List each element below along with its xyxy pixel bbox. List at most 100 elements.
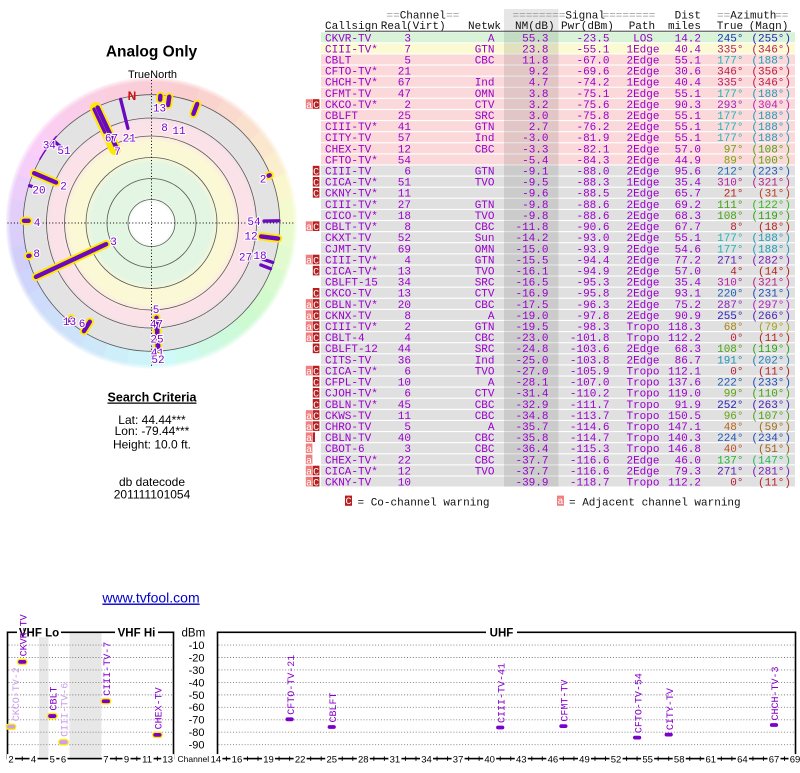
svg-text:6: 6 [79, 319, 86, 331]
svg-text:-40: -40 [189, 677, 205, 689]
svg-text:14: 14 [211, 754, 222, 765]
svg-text:a: a [306, 423, 312, 434]
svg-text:C: C [313, 301, 319, 312]
svg-text:3: 3 [110, 237, 117, 249]
svg-text:12: 12 [244, 231, 257, 243]
svg-text:C: C [345, 497, 351, 508]
svg-text:a: a [557, 497, 563, 508]
svg-text:55: 55 [642, 754, 653, 765]
svg-text:C: C [313, 390, 319, 401]
svg-text:Tropo: Tropo [626, 478, 659, 490]
svg-text:67: 67 [105, 134, 118, 146]
svg-text:2: 2 [260, 175, 267, 187]
svg-text:CKCO-TV-2: CKCO-TV-2 [12, 667, 23, 721]
svg-text:69: 69 [790, 754, 800, 765]
svg-text:7: 7 [103, 754, 108, 765]
svg-text:C: C [313, 101, 319, 112]
svg-text:C: C [313, 290, 319, 301]
svg-text:CBC: CBC [475, 55, 495, 67]
svg-text:CBC: CBC [475, 144, 495, 156]
svg-text:C: C [313, 401, 319, 412]
svg-text:CFTO-TV-54: CFTO-TV-54 [634, 673, 645, 733]
svg-text:52: 52 [151, 355, 164, 367]
svg-text:6: 6 [61, 754, 66, 765]
svg-text:10: 10 [398, 478, 411, 490]
svg-text:22: 22 [295, 754, 306, 765]
svg-text:CKVR-TV: CKVR-TV [19, 614, 30, 656]
svg-text:C: C [313, 323, 319, 334]
svg-text:CITY-TV: CITY-TV [666, 688, 677, 730]
svg-text:C: C [313, 334, 319, 345]
svg-text:= Co-channel warning: = Co-channel warning [358, 497, 490, 509]
svg-text:N: N [128, 89, 137, 103]
svg-text:-80: -80 [189, 727, 205, 739]
svg-text:= Adjacent channel warning: = Adjacent channel warning [569, 497, 741, 509]
svg-text:34: 34 [421, 754, 432, 765]
svg-text:4: 4 [34, 218, 41, 230]
svg-text:25: 25 [326, 754, 337, 765]
svg-text:UHF: UHF [490, 628, 514, 640]
svg-text:8: 8 [33, 249, 40, 261]
svg-text:-70: -70 [189, 715, 205, 727]
svg-text:C: C [313, 223, 319, 234]
svg-text:a: a [306, 456, 312, 467]
svg-text:a: a [306, 101, 312, 112]
svg-text:CKNY-TV: CKNY-TV [325, 478, 372, 490]
svg-text:Search Criteria: Search Criteria [108, 391, 198, 405]
svg-text:VHF Hi: VHF Hi [118, 628, 156, 640]
svg-text:11: 11 [142, 754, 152, 765]
svg-text:34: 34 [43, 140, 57, 152]
svg-text:-50: -50 [189, 690, 205, 702]
svg-text:-60: -60 [189, 702, 205, 714]
svg-text:a: a [306, 256, 312, 267]
svg-text:CBLFT: CBLFT [329, 692, 340, 722]
svg-text:2: 2 [8, 754, 13, 765]
svg-text:67: 67 [769, 754, 780, 765]
svg-text:58: 58 [674, 754, 685, 765]
svg-text:0°: 0° [730, 478, 743, 490]
svg-text:a: a [306, 445, 312, 456]
svg-text:-90: -90 [189, 740, 205, 752]
svg-text:C: C [313, 312, 319, 323]
svg-text:C: C [313, 168, 319, 179]
svg-text:Channel: Channel [178, 754, 210, 764]
svg-text:31: 31 [390, 754, 401, 765]
svg-text:25: 25 [150, 335, 163, 347]
svg-text:51: 51 [57, 146, 71, 158]
svg-text:-30: -30 [189, 665, 205, 677]
svg-text:C: C [313, 190, 319, 201]
svg-text:37: 37 [453, 754, 464, 765]
svg-text:C: C [313, 467, 319, 478]
svg-text:CFTO-TV-21: CFTO-TV-21 [287, 655, 298, 715]
svg-text:21: 21 [123, 134, 137, 146]
svg-text:-39.9: -39.9 [515, 478, 548, 490]
svg-text:CIII-TV-41: CIII-TV-41 [497, 663, 508, 723]
svg-text:52: 52 [611, 754, 622, 765]
svg-text:Height: 10.0 ft.: Height: 10.0 ft. [113, 438, 191, 452]
svg-text:19: 19 [263, 754, 274, 765]
svg-text:-20: -20 [189, 652, 205, 664]
svg-text:CIII-TV-6: CIII-TV-6 [61, 683, 72, 737]
svg-text:C: C [313, 256, 319, 267]
svg-text:a: a [306, 367, 312, 378]
svg-text:46: 46 [548, 754, 559, 765]
svg-text:54: 54 [247, 217, 261, 229]
svg-text:CFMT-TV: CFMT-TV [561, 680, 572, 722]
svg-text:CHCH-TV-3: CHCH-TV-3 [771, 667, 782, 721]
svg-text:C: C [313, 345, 319, 356]
svg-text:CHEX-TV: CHEX-TV [155, 687, 166, 729]
svg-text:-118.7: -118.7 [570, 478, 610, 490]
svg-text:7: 7 [114, 147, 121, 159]
svg-text:(11°): (11°) [758, 478, 791, 490]
svg-text:8: 8 [161, 123, 168, 135]
svg-text:C: C [313, 267, 319, 278]
svg-text:C: C [313, 423, 319, 434]
svg-text:C: C [313, 479, 319, 490]
svg-text:www.tvfool.com: www.tvfool.com [101, 590, 199, 606]
svg-text:Lon: -79.44***: Lon: -79.44*** [115, 424, 190, 438]
svg-text:a: a [306, 301, 312, 312]
svg-text:64: 64 [737, 754, 748, 765]
svg-text:C: C [313, 367, 319, 378]
svg-text:C: C [313, 412, 319, 423]
svg-text:==: == [446, 11, 459, 23]
